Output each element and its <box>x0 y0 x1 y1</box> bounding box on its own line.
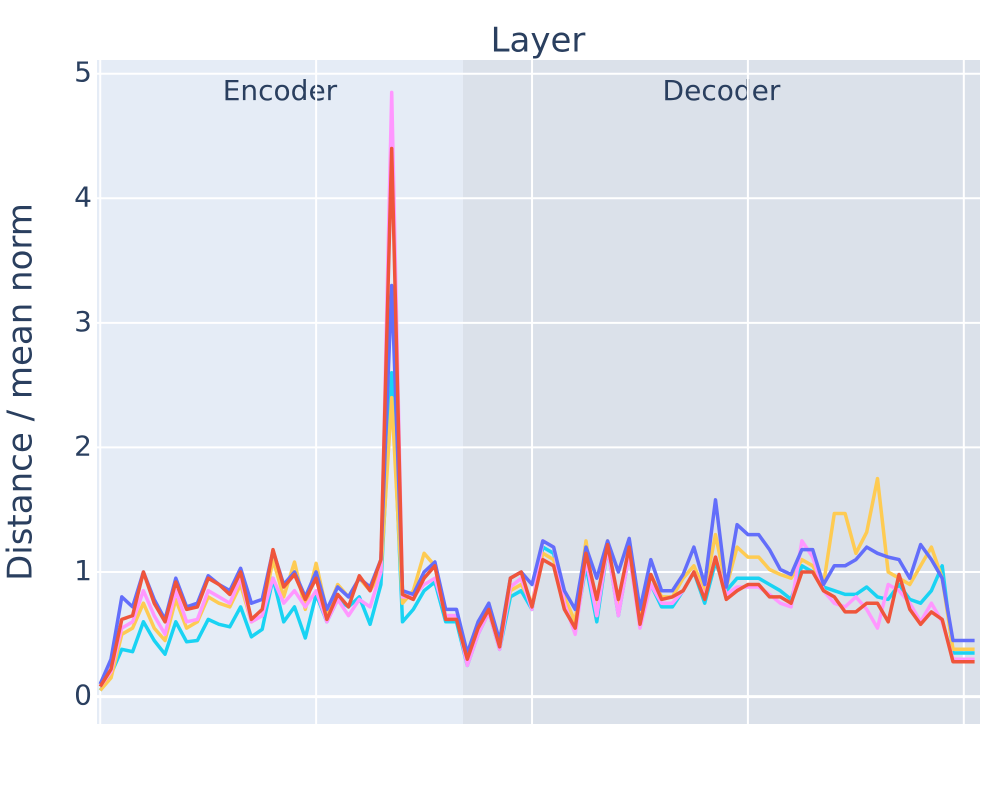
y-tick-label: 2 <box>74 429 92 462</box>
y-tick-label: 0 <box>74 679 92 712</box>
y-tick-label: 4 <box>74 180 92 213</box>
chart-title: Layer <box>491 21 586 61</box>
y-tick-label: 1 <box>74 554 92 587</box>
y-tick-label: 5 <box>74 56 92 89</box>
region <box>462 60 981 724</box>
y-axis-title: Distance / mean norm <box>1 203 41 581</box>
region-label: Encoder <box>223 74 338 107</box>
y-tick-label: 3 <box>74 305 92 338</box>
series-line <box>98 283 975 685</box>
region-label: Decoder <box>663 74 781 107</box>
series-line <box>98 146 975 688</box>
